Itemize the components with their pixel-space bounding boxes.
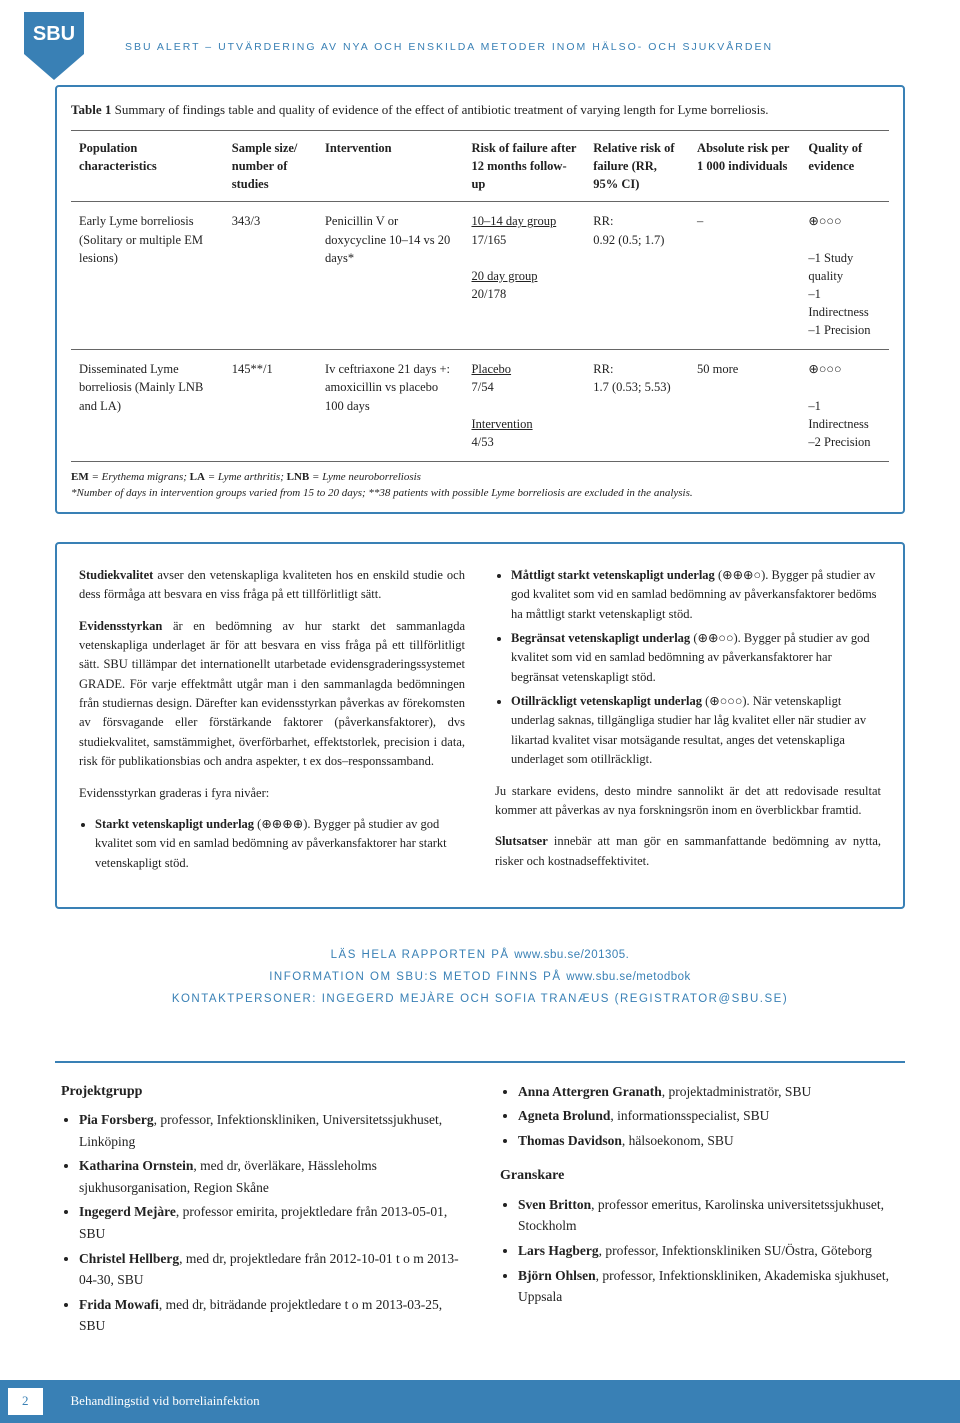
findings-table: Population characteristicsSample size/ n… — [71, 130, 889, 462]
table-box: Table 1 Summary of findings table and qu… — [55, 85, 905, 514]
page-footer: 2 Behandlingstid vid borreliainfektion — [0, 1380, 960, 1423]
svg-text:SBU: SBU — [33, 23, 75, 45]
list-item: Lars Hagberg, professor, Infektionsklini… — [518, 1240, 899, 1262]
list-item: Frida Mowafi, med dr, biträdande projekt… — [79, 1294, 460, 1337]
table-footnote: EM = Erythema migrans; LA = Lyme arthrit… — [71, 470, 889, 502]
list-item: Björn Ohlsen, professor, Infektionsklini… — [518, 1265, 899, 1308]
list-item: Christel Hellberg, med dr, projektledare… — [79, 1248, 460, 1291]
footer-title: Behandlingstid vid borreliainfektion — [71, 1392, 260, 1411]
definitions-box: Studiekvalitet avser den vetenskapliga k… — [55, 542, 905, 909]
page-header-line: sbu alert – utvärdering av nya och enski… — [125, 40, 905, 55]
table-header: Intervention — [317, 131, 464, 202]
table-header: Relative risk of failure (RR, 95% CI) — [585, 131, 689, 202]
list-item: Ingegerd Mejàre, professor emirita, proj… — [79, 1201, 460, 1244]
table-header: Population characteristics — [71, 131, 224, 202]
list-item: Katharina Ornstein, med dr, överläkare, … — [79, 1155, 460, 1198]
table-header: Risk of failure after 12 months follow-u… — [463, 131, 585, 202]
table-header: Sample size/ number of studies — [224, 131, 317, 202]
list-item: Anna Attergren Granath, projektadministr… — [518, 1081, 899, 1103]
list-item: Pia Forsberg, professor, Infektionsklini… — [79, 1109, 460, 1152]
reviewers-title: Granskare — [500, 1165, 899, 1187]
table-header: Quality of evidence — [800, 131, 889, 202]
page-number: 2 — [8, 1388, 43, 1415]
table-header: Absolute risk per 1 000 individuals — [689, 131, 800, 202]
list-item: Sven Britton, professor emeritus, Karoli… — [518, 1194, 899, 1237]
info-banner: läs hela rapporten på www.sbu.se/201305.… — [55, 945, 905, 1011]
project-group-title: Projektgrupp — [61, 1081, 460, 1103]
table-row: Early Lyme borreliosis (Solitary or mult… — [71, 202, 889, 350]
project-group-box: Projektgrupp Pia Forsberg, professor, In… — [55, 1061, 905, 1380]
sbu-logo: SBU — [22, 10, 86, 82]
list-item: Agneta Brolund, informationsspecialist, … — [518, 1105, 899, 1127]
list-item: Thomas Davidson, hälsoekonom, SBU — [518, 1130, 899, 1152]
table-row: Disseminated Lyme borreliosis (Mainly LN… — [71, 350, 889, 462]
table-caption: Table 1 Summary of findings table and qu… — [71, 101, 889, 120]
